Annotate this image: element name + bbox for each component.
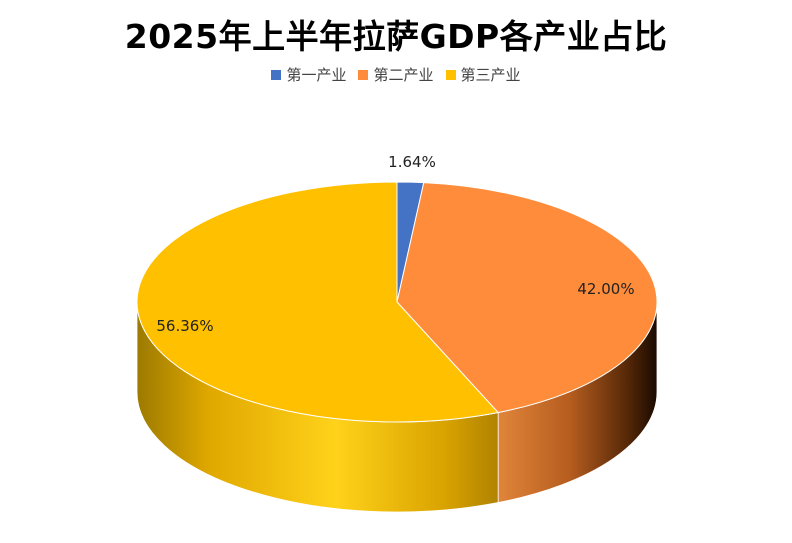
legend-label-tertiary: 第三产业 [460,66,521,84]
legend-item-secondary: 第二产业 [358,64,434,85]
legend-label-primary: 第一产业 [286,66,347,84]
pie-slice-tertiary [136,181,500,423]
pie-tops [136,181,658,423]
pie-slice-secondary [396,182,658,414]
chart-legend: 第一产业 第二产业 第三产业 [0,64,792,85]
data-label-primary: 1.64% [388,153,436,171]
legend-swatch-tertiary [445,69,456,80]
legend-label-secondary: 第二产业 [373,66,434,84]
legend-swatch-secondary [358,69,369,80]
chart-title: 2025年上半年拉萨GDP各产业占比 [124,17,668,56]
data-label-secondary: 42.00% [577,280,634,298]
legend-item-tertiary: 第三产业 [445,64,521,85]
legend-swatch-primary [271,69,282,80]
legend-item-primary: 第一产业 [271,64,346,85]
data-label-tertiary: 56.36% [156,317,213,335]
pie-labels: 1.64% 42.00% 56.36% [156,153,634,335]
